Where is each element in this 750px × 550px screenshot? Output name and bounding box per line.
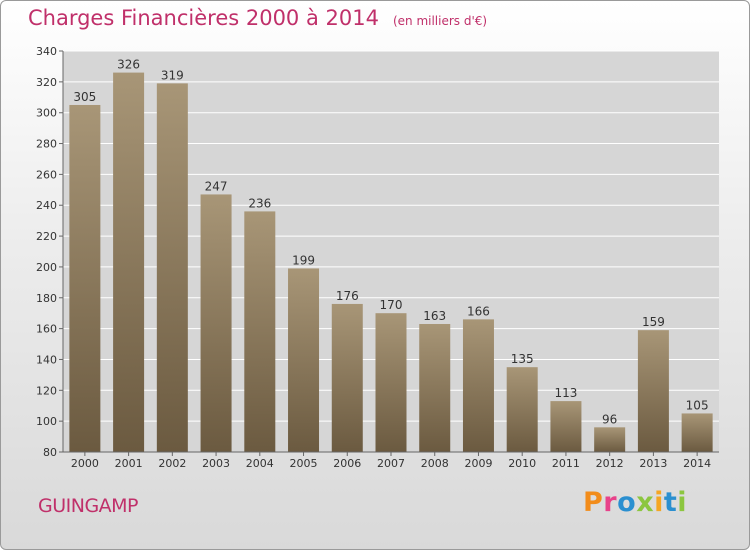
bar (637, 330, 669, 452)
x-tick-label: 2013 (639, 457, 667, 470)
bar-value-label: 113 (554, 386, 577, 400)
y-tick-label: 180 (36, 292, 57, 305)
x-tick-label: 2012 (596, 457, 624, 470)
title-unit: (en milliers d'€) (392, 14, 488, 28)
bar-value-label: 105 (686, 398, 709, 412)
bar-value-label: 176 (336, 289, 359, 303)
y-tick-label: 260 (36, 168, 57, 181)
bar (594, 427, 626, 452)
x-tick-label: 2000 (71, 457, 99, 470)
x-tick-label: 2010 (508, 457, 536, 470)
y-tick-label: 80 (43, 446, 57, 459)
logo-letter: o (617, 487, 637, 518)
bar-value-label: 159 (642, 315, 665, 329)
bar-value-label: 166 (467, 304, 490, 318)
x-tick-label: 2002 (158, 457, 186, 470)
x-tick-label: 2008 (421, 457, 449, 470)
bar-value-label: 96 (602, 412, 617, 426)
logo-letter: t (663, 487, 678, 518)
proxiti-logo[interactable]: Proxiti (583, 487, 687, 518)
x-tick-label: 2006 (333, 457, 361, 470)
bar-value-label: 170 (380, 298, 403, 312)
x-tick-label: 2009 (464, 457, 492, 470)
x-tick-label: 2005 (290, 457, 318, 470)
logo-letter: P (583, 487, 604, 518)
bar-value-label: 305 (73, 90, 96, 104)
bars: 305 326 319 247 236 199 176 170 163 166 135 113 96 15… (69, 58, 713, 452)
bar (69, 104, 101, 452)
title-main: Charges Financières 2000 à 2014 (28, 6, 379, 30)
y-tick-label: 280 (36, 138, 57, 151)
y-tick-label: 100 (36, 415, 57, 428)
bar (156, 83, 188, 452)
x-axis: 2000 2001 2002 2003 2004 2005 2006 2007 2008 2009… (63, 451, 719, 470)
bar-value-label: 135 (511, 352, 534, 366)
chart-title: Charges Financières 2000 à 2014 (en milli… (28, 6, 487, 30)
x-tick-label: 2007 (377, 457, 405, 470)
city-name: GUINGAMP (38, 495, 139, 517)
bar (419, 323, 451, 452)
bar (113, 72, 145, 452)
bar (375, 313, 407, 452)
bar-value-label: 319 (161, 68, 184, 82)
x-tick-label: 2014 (683, 457, 711, 470)
bar (550, 401, 582, 452)
y-tick-label: 120 (36, 384, 57, 397)
bar-value-label: 326 (117, 58, 140, 72)
bar (506, 367, 538, 452)
x-tick-label: 2001 (115, 457, 143, 470)
bar (331, 303, 363, 452)
logo-letter: i (677, 487, 688, 518)
y-tick-label: 160 (36, 323, 57, 336)
logo-letter: x (636, 487, 655, 518)
bar (244, 211, 276, 452)
y-tick-label: 300 (36, 107, 57, 120)
logo-letter: r (603, 487, 618, 518)
y-tick-label: 220 (36, 230, 57, 243)
y-axis: 80 100 120 140 160 180 200 220 240 260 280 300 320 34… (36, 45, 64, 459)
bar (200, 194, 232, 452)
x-tick-label: 2011 (552, 457, 580, 470)
bar-value-label: 236 (248, 196, 271, 210)
x-tick-label: 2004 (246, 457, 274, 470)
bar (288, 268, 320, 452)
bar-value-label: 247 (205, 179, 228, 193)
logo-letter: i (654, 487, 664, 518)
y-tick-label: 200 (36, 261, 57, 274)
bar-value-label: 163 (423, 309, 446, 323)
x-tick-label: 2003 (202, 457, 230, 470)
bar (462, 319, 494, 452)
bar-value-label: 199 (292, 253, 315, 267)
y-tick-label: 320 (36, 76, 57, 89)
bar (681, 413, 713, 452)
y-tick-label: 240 (36, 199, 57, 212)
y-tick-label: 340 (36, 45, 57, 58)
y-tick-label: 140 (36, 353, 57, 366)
